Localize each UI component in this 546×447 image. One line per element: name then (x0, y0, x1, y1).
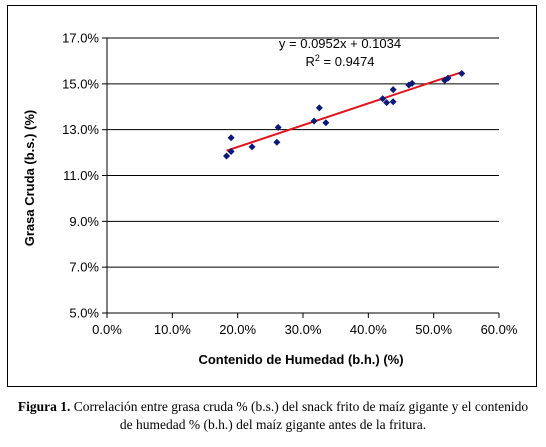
data-point (408, 79, 416, 87)
r2-label: R2 = 0.9474 (306, 53, 375, 69)
r2-label-sup: 2 (315, 53, 320, 63)
data-point (458, 70, 466, 78)
axes (102, 37, 500, 318)
x-tick-label: 0.0% (92, 322, 122, 337)
trendline (226, 71, 463, 152)
r2-label-value: = 0.9474 (320, 54, 375, 69)
r2-label-prefix: R (306, 54, 315, 69)
y-tick-label: 11.0% (63, 168, 99, 183)
x-axis-label: Contenido de Humedad (b.h.) (%) (198, 352, 403, 367)
x-tick-label: 10.0% (154, 322, 191, 337)
data-point (383, 99, 391, 107)
data-point (389, 86, 397, 94)
data-point (389, 98, 397, 106)
trendline-group (226, 71, 463, 152)
x-tick-label: 60.0% (481, 322, 518, 337)
equation-label: y = 0.0952x + 0.1034 (279, 36, 401, 51)
gridlines (107, 37, 499, 268)
data-point (227, 147, 235, 155)
y-tick-label: 17.0% (62, 31, 99, 46)
caption-text: Correlación entre grasa cruda % (b.s.) d… (70, 399, 529, 432)
y-tick-label: 13.0% (62, 122, 99, 137)
data-point (444, 74, 452, 82)
x-tick-label: 50.0% (415, 322, 452, 337)
data-point (379, 95, 387, 103)
x-tick-label: 30.0% (285, 322, 322, 337)
y-tick-label: 15.0% (62, 76, 99, 91)
data-point (315, 104, 323, 112)
x-tick-label: 20.0% (219, 322, 256, 337)
figure-caption: Figura 1. Correlación entre grasa cruda … (10, 398, 536, 434)
scatter-chart: 5.0% 7.0% 9.0% 11.0% 13.0% 15.0% 17.0% 0.0% 10.… (22, 31, 518, 368)
data-point (322, 119, 330, 127)
x-tick-labels: 0.0% 10.0% 20.0% 30.0% 40.0% 50.0% 60.0% (92, 322, 518, 337)
chart-frame: 5.0% 7.0% 9.0% 11.0% 13.0% 15.0% 17.0% 0.0% 10.… (7, 5, 537, 387)
x-tick-label: 40.0% (350, 322, 387, 337)
data-point (227, 134, 235, 142)
data-point (310, 117, 318, 125)
data-point (273, 138, 281, 146)
data-point (274, 123, 282, 131)
caption-label: Figura 1. (17, 399, 71, 414)
y-tick-label: 9.0% (69, 214, 99, 229)
y-axis-label: Grasa Cruda (b.s.) (%) (22, 110, 37, 247)
data-points (223, 70, 466, 160)
y-tick-label: 5.0% (69, 306, 99, 321)
data-point (248, 143, 256, 151)
y-tick-labels: 5.0% 7.0% 9.0% 11.0% 13.0% 15.0% 17.0% (62, 31, 99, 321)
y-tick-label: 7.0% (69, 260, 99, 275)
data-point (223, 152, 231, 160)
